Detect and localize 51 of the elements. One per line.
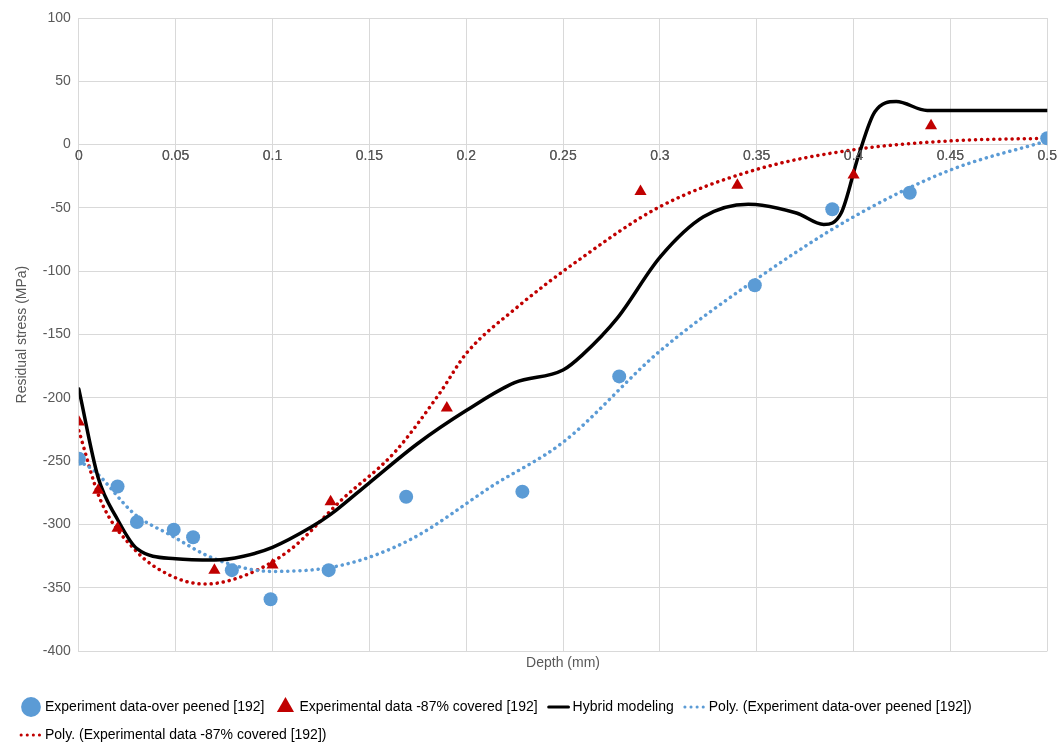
point xyxy=(208,563,221,574)
point xyxy=(634,184,647,195)
y-tick-label: 100 xyxy=(47,8,72,25)
point xyxy=(266,558,279,569)
y-tick-label: -100 xyxy=(42,262,72,279)
point xyxy=(129,515,144,530)
y-tick-label: -400 xyxy=(42,642,72,659)
y-axis-title: Residual stress (MPa) xyxy=(13,265,30,404)
point xyxy=(166,522,181,537)
point xyxy=(224,563,239,578)
y-tick-label: -150 xyxy=(42,325,72,342)
x-tick-label: 0.15 xyxy=(355,146,384,163)
point xyxy=(731,178,744,189)
legend-label: Poly. (Experiment data-over peened [192]) xyxy=(708,697,972,714)
point xyxy=(186,530,201,545)
y-tick-label: 50 xyxy=(55,72,72,89)
y-tick-label: -250 xyxy=(42,452,72,469)
point xyxy=(92,483,105,494)
x-tick-label: 0.5 xyxy=(1037,146,1058,163)
point xyxy=(825,202,840,217)
point xyxy=(324,494,337,506)
x-tick-label: 0.2 xyxy=(456,146,477,163)
y-tick-label: -350 xyxy=(42,578,72,595)
legend-label: Experiment data-over peened [192] xyxy=(45,697,265,714)
legend-label: Hybrid modeling xyxy=(572,697,674,714)
point xyxy=(399,489,414,504)
point xyxy=(111,521,124,532)
point xyxy=(515,484,530,499)
point xyxy=(263,592,278,607)
y-tick-label: 0 xyxy=(63,135,72,152)
y-tick-label: -50 xyxy=(50,198,72,215)
point xyxy=(440,401,453,412)
y-tick-label: -300 xyxy=(42,515,72,532)
x-tick-label: 0.3 xyxy=(650,146,670,163)
x-tick-label: 0.25 xyxy=(549,146,577,163)
x-tick-label: 0 xyxy=(74,146,83,163)
point xyxy=(321,563,336,578)
x-tick-label: 0.05 xyxy=(162,146,190,163)
x-tick-label: 0.35 xyxy=(743,146,771,163)
x-tick-label: 0.45 xyxy=(936,146,965,163)
point xyxy=(924,118,938,130)
y-tick-label: -200 xyxy=(42,388,72,405)
point xyxy=(612,369,627,384)
x-tick-label: 0.1 xyxy=(262,146,283,163)
point xyxy=(847,168,860,179)
point xyxy=(902,185,917,200)
x-axis-title: Depth (mm) xyxy=(526,654,600,671)
legend-label: Experimental data -87% covered [192] xyxy=(299,697,538,714)
point xyxy=(110,479,125,494)
point xyxy=(747,278,762,293)
legend-label: Poly. (Experimental data -87% covered [192]) xyxy=(45,725,327,742)
